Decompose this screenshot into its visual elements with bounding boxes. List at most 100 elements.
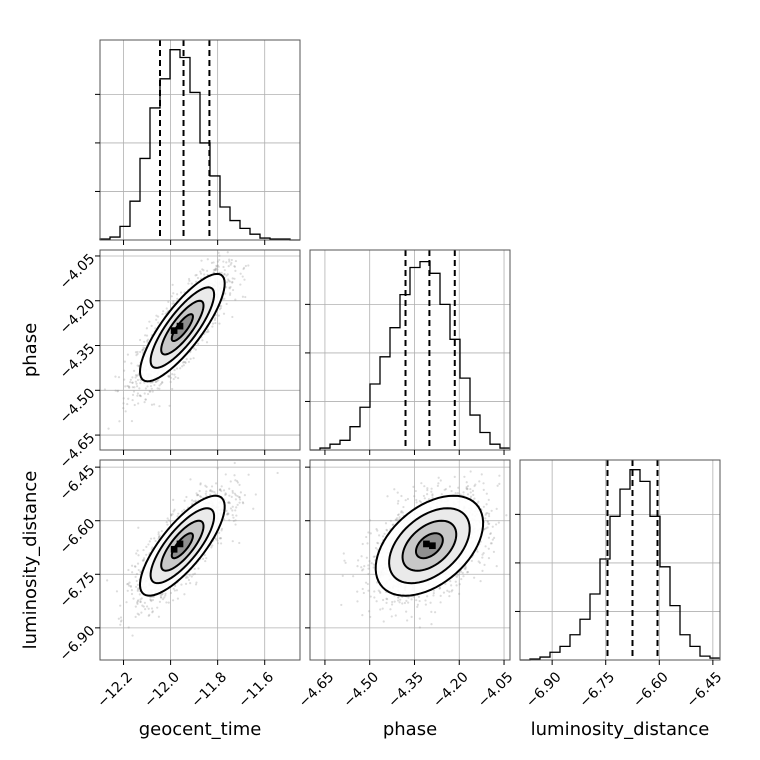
scatter-point	[220, 527, 224, 530]
scatter-point	[234, 269, 237, 272]
scatter-point	[487, 515, 491, 518]
scatter-point	[130, 564, 134, 567]
scatter-point	[222, 312, 226, 315]
scatter-point	[367, 531, 370, 534]
scatter-point	[227, 278, 230, 281]
scatter-point	[171, 373, 174, 376]
scatter-point	[157, 321, 160, 324]
scatter-point	[434, 611, 437, 614]
scatter-point	[223, 297, 226, 300]
scatter-point	[135, 354, 138, 357]
scatter-point	[225, 281, 229, 284]
scatter-point	[476, 550, 479, 553]
scatter-point	[137, 587, 140, 590]
scatter-point	[145, 553, 148, 556]
scatter-point	[205, 485, 208, 488]
scatter-point	[232, 516, 235, 519]
scatter-point	[225, 509, 228, 512]
scatter-point	[216, 467, 219, 470]
scatter-point	[386, 495, 389, 498]
contour-line	[139, 494, 226, 597]
scatter-point	[159, 382, 163, 386]
scatter-point	[137, 599, 140, 602]
scatter-point	[489, 542, 493, 545]
scatter-point	[218, 254, 221, 257]
scatter-point	[146, 392, 150, 396]
scatter-point	[192, 573, 195, 576]
scatter-point	[127, 626, 130, 629]
2d-frame	[99, 459, 301, 661]
scatter-point	[244, 264, 248, 268]
scatter-point	[236, 494, 239, 498]
scatter-point	[396, 599, 400, 602]
scatter-point	[478, 480, 481, 483]
scatter-point	[127, 584, 131, 587]
histogram-luminosity_distance	[520, 469, 720, 661]
scatter-point	[145, 545, 148, 548]
scatter-point	[457, 486, 460, 489]
scatter-point	[187, 277, 191, 281]
scatter-point	[494, 523, 498, 526]
contour-line	[160, 519, 205, 572]
scatter-point	[220, 542, 223, 545]
scatter-point	[222, 265, 225, 269]
scatter-point	[466, 484, 470, 488]
scatter-point	[133, 386, 136, 389]
scatter-point	[455, 584, 458, 587]
scatter-point	[204, 492, 207, 495]
scatter-point	[126, 353, 130, 356]
scatter-point	[406, 619, 409, 622]
scatter-point	[470, 559, 473, 563]
scatter-point	[228, 286, 231, 289]
scatter-point	[197, 567, 200, 570]
scatter-point	[211, 544, 214, 547]
scatter-point	[243, 278, 246, 281]
scatter-point	[173, 368, 176, 372]
scatter-point	[455, 575, 458, 578]
scatter-point	[439, 594, 442, 597]
scatter-point	[205, 557, 208, 560]
scatter-point	[196, 493, 200, 496]
scatter-point	[173, 373, 176, 376]
scatter-point	[165, 520, 168, 524]
scatter-point	[136, 378, 140, 382]
scatter-point	[404, 499, 407, 502]
scatter-point	[231, 509, 234, 512]
scatter-point	[226, 273, 229, 276]
scatter-point	[276, 471, 279, 475]
scatter-point	[142, 348, 145, 351]
scatter-point	[136, 588, 140, 591]
scatter-point	[210, 490, 213, 493]
scatter-point	[478, 561, 481, 564]
scatter-point	[130, 592, 134, 596]
scatter-point	[481, 553, 484, 556]
scatter-point	[146, 385, 149, 388]
scatter-point	[374, 546, 378, 550]
scatter-point	[235, 479, 239, 483]
scatter-point	[143, 601, 146, 604]
scatter-point	[234, 523, 237, 526]
scatter-point	[161, 598, 165, 601]
scatter-point	[184, 361, 187, 364]
scatter-point	[430, 490, 433, 493]
hist-panel-luminosity_distance	[515, 459, 721, 665]
scatter-point	[141, 349, 144, 352]
hist-frame	[99, 39, 301, 241]
scatter-point	[158, 600, 162, 603]
scatter-point	[139, 598, 142, 601]
scatter-point	[141, 348, 144, 351]
scatter-point	[209, 488, 212, 492]
scatter-point	[167, 375, 170, 378]
scatter-point	[156, 379, 159, 383]
scatter-point	[219, 307, 222, 310]
scatter-point	[140, 597, 143, 600]
scatter-point	[393, 600, 396, 603]
scatter-point	[145, 327, 148, 330]
scatter-point	[472, 493, 475, 497]
scatter-point	[176, 515, 179, 518]
scatter-point	[115, 590, 119, 593]
scatter-point	[185, 575, 188, 578]
scatter-point	[227, 512, 230, 515]
scatter-point	[122, 402, 125, 405]
scatter-point	[126, 589, 129, 592]
